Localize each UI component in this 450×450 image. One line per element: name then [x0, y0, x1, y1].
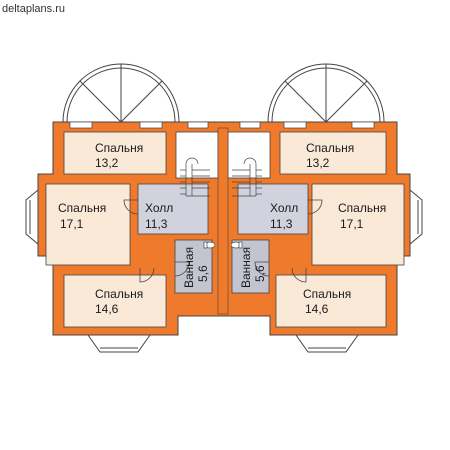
room-bedroom-top-left	[63, 131, 167, 175]
balcony-left	[62, 63, 180, 123]
bay-window-right	[409, 188, 423, 246]
room-bath-left	[174, 239, 213, 294]
label-hall-left-name: Холл	[145, 201, 173, 215]
label-bedroom-top-left-area: 13,2	[95, 156, 119, 170]
stair-right	[227, 131, 271, 179]
label-bath-left-area: 5,6	[196, 265, 210, 282]
room-bedroom-mid-left	[45, 183, 131, 266]
windows	[69, 121, 375, 129]
label-bedroom-bot-left-area: 14,6	[95, 302, 119, 316]
balcony-right	[267, 63, 385, 123]
room-bath-right	[231, 239, 270, 294]
stair-treads-left	[180, 157, 210, 197]
label-bedroom-bot-left-name: Спальня	[95, 287, 143, 301]
bay-window-left	[25, 188, 39, 246]
labels-hall-right: Холл 11,3	[270, 201, 298, 231]
labels-bedroom-bot-right: Спальня 14,6	[303, 287, 351, 316]
label-bedroom-bot-right-area: 14,6	[305, 302, 329, 316]
label-bath-right-area: 5,6	[253, 265, 267, 282]
label-bedroom-bot-right-name: Спальня	[303, 287, 351, 301]
labels-bedroom-top-right: Спальня 13,2	[306, 141, 354, 170]
label-bedroom-top-left-name: Спальня	[95, 141, 143, 155]
label-bedroom-mid-right-name: Спальня	[338, 201, 386, 215]
label-hall-right-area: 11,3	[270, 217, 293, 231]
room-hall-left	[137, 183, 209, 235]
label-bath-right-name: Ванная	[239, 247, 253, 288]
label-bedroom-mid-right-area: 17,1	[340, 217, 364, 231]
party-wall	[217, 127, 229, 315]
labels-bedroom-mid-right: Спальня 17,1	[338, 201, 386, 231]
label-bedroom-mid-left-area: 17,1	[60, 217, 84, 231]
room-bedroom-mid-right	[311, 183, 405, 266]
doors	[123, 199, 323, 283]
labels-bath-right: Ванная 5,6	[239, 247, 267, 288]
stair-left	[175, 131, 219, 179]
labels-bedroom-top-left: Спальня 13,2	[95, 141, 143, 170]
room-bedroom-top-right	[279, 131, 387, 175]
labels-bath-left: Ванная 5,6	[182, 247, 210, 288]
bath-fixtures	[203, 241, 243, 249]
label-bedroom-top-right-name: Спальня	[306, 141, 354, 155]
bay-window-bottom-left	[87, 334, 151, 353]
room-bedroom-bot-right	[275, 274, 387, 328]
entrance-void	[180, 316, 268, 338]
label-bedroom-mid-left-name: Спальня	[58, 201, 106, 215]
room-bedroom-bot-left	[63, 274, 167, 328]
site-watermark: deltaplans.ru	[2, 3, 65, 15]
label-bedroom-top-right-area: 13,2	[306, 156, 330, 170]
label-hall-left-area: 11,3	[145, 217, 168, 231]
stair-treads-right	[232, 157, 262, 197]
labels-bedroom-bot-left: Спальня 14,6	[95, 287, 143, 316]
labels-hall-left: Холл 11,3	[145, 201, 173, 231]
bay-window-bottom-right	[295, 334, 359, 353]
label-bath-left-name: Ванная	[182, 247, 196, 288]
labels-bedroom-mid-left: Спальня 17,1	[58, 201, 106, 231]
label-hall-right-name: Холл	[270, 201, 298, 215]
